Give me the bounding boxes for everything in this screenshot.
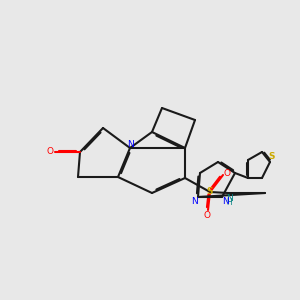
Text: N: N: [191, 197, 198, 206]
Text: N: N: [222, 197, 229, 206]
Text: S: S: [268, 152, 275, 161]
Text: S: S: [207, 188, 213, 196]
Text: H: H: [226, 198, 232, 207]
Text: O: O: [204, 211, 211, 220]
Text: O: O: [224, 169, 231, 178]
Text: O: O: [46, 148, 53, 157]
Text: N: N: [226, 194, 233, 203]
Text: N: N: [127, 140, 134, 148]
